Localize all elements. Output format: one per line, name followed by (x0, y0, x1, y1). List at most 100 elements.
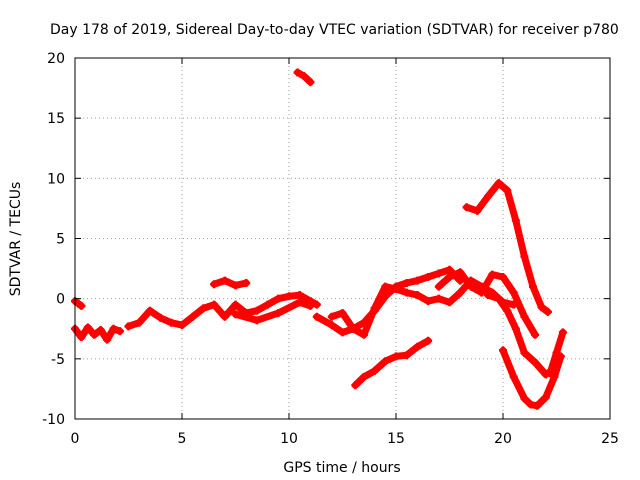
series-track-line (210, 277, 250, 289)
data-point (306, 78, 315, 87)
data-point (509, 288, 518, 297)
data-point (520, 348, 529, 357)
data-point (188, 312, 197, 321)
y-tick-label: -10 (42, 412, 65, 428)
data-point (531, 330, 540, 339)
data-point (484, 291, 493, 300)
series-track-8 (434, 268, 540, 339)
series-track-14 (546, 328, 567, 378)
data-point (220, 312, 229, 321)
x-tick-label: 15 (387, 431, 405, 447)
x-tick-label: 5 (178, 431, 187, 447)
y-tick-label: 15 (47, 111, 65, 127)
data-point (537, 303, 546, 312)
x-tick-label: 25 (601, 431, 619, 447)
data-point (90, 330, 99, 339)
data-point (424, 297, 433, 306)
series-track-11 (462, 179, 552, 316)
data-point (103, 335, 112, 344)
data-point (466, 282, 475, 291)
data-point (96, 325, 105, 334)
data-point (392, 285, 400, 294)
data-point (456, 288, 465, 297)
data-point (77, 301, 86, 310)
data-point (473, 206, 482, 215)
data-point (494, 294, 503, 303)
data-point (359, 330, 368, 339)
data-point (520, 394, 529, 403)
data-point (299, 72, 308, 81)
data-point (370, 304, 379, 313)
x-tick-label: 10 (280, 431, 298, 447)
data-point (199, 304, 208, 313)
data-point (274, 309, 283, 318)
data-point (351, 381, 360, 390)
x-tick-label: 0 (71, 431, 80, 447)
data-point (285, 292, 293, 301)
data-point (220, 276, 229, 285)
data-point (252, 316, 261, 325)
data-point (392, 352, 400, 361)
data-point (520, 252, 529, 261)
data-point (546, 369, 555, 378)
axis-ticks: 0 5 10 15 20 25 -10 -5 0 5 10 15 20 (42, 51, 619, 447)
data-point (327, 321, 336, 330)
data-point (499, 346, 507, 355)
data-point (210, 300, 219, 309)
series-track-9 (351, 336, 433, 390)
y-axis-label: SDTVAR / TECUs (8, 182, 24, 297)
y-tick-label: -5 (51, 352, 65, 368)
data-point (231, 310, 240, 319)
data-point (503, 306, 512, 315)
data-point (531, 358, 540, 367)
data-point (503, 186, 512, 195)
data-point (381, 357, 390, 366)
data-point (231, 281, 240, 290)
data-point (327, 312, 336, 321)
data-point (552, 348, 561, 357)
data-point (511, 216, 520, 225)
data-point (370, 366, 379, 375)
series-track-line (435, 268, 539, 339)
data-point (381, 282, 390, 291)
y-tick-label: 5 (56, 232, 65, 248)
x-tick-label: 20 (494, 431, 512, 447)
data-point (274, 294, 283, 303)
data-point (477, 288, 486, 297)
data-point (402, 288, 411, 297)
data-point (413, 342, 422, 351)
data-point (494, 179, 503, 188)
data-point (263, 300, 272, 309)
data-point (306, 301, 315, 310)
data-point (135, 318, 144, 327)
data-point (338, 328, 347, 337)
series-track-3 (124, 291, 321, 331)
data-point (528, 282, 537, 291)
data-point (402, 279, 411, 288)
x-axis-label: GPS time / hours (283, 460, 400, 476)
data-point (550, 372, 559, 381)
data-point (293, 68, 302, 77)
data-point (178, 321, 186, 330)
data-point (156, 313, 165, 322)
series-track-line (463, 179, 552, 316)
series-track-10 (293, 68, 315, 87)
data-point (533, 401, 542, 410)
y-tick-label: 20 (47, 51, 65, 67)
data-point (484, 192, 493, 201)
grid (75, 58, 610, 419)
data-point (413, 276, 422, 285)
data-point (115, 327, 124, 336)
data-point (295, 298, 304, 307)
data-point (456, 268, 465, 277)
data-point (295, 291, 304, 300)
data-point (167, 318, 176, 327)
data-point (543, 307, 552, 316)
series-track-line (484, 291, 560, 378)
data-point (462, 203, 471, 212)
data-point (83, 323, 92, 332)
data-point (312, 312, 321, 321)
series-track-13 (499, 346, 565, 410)
data-point (349, 324, 358, 333)
